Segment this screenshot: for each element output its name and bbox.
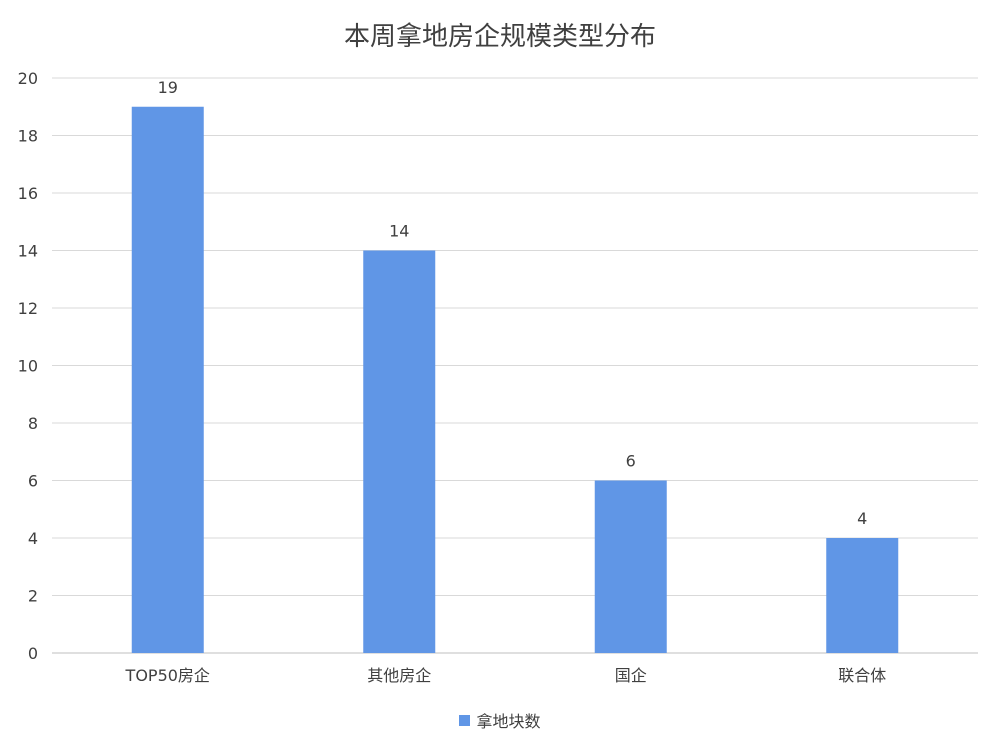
y-tick-label: 16 — [18, 184, 38, 203]
data-label: 4 — [857, 509, 867, 528]
bars — [131, 106, 899, 653]
y-tick-label: 4 — [28, 529, 38, 548]
category-label: TOP50房企 — [125, 666, 210, 685]
data-label: 14 — [389, 222, 409, 241]
y-tick-label: 12 — [18, 299, 38, 318]
category-label: 其他房企 — [367, 666, 431, 685]
data-label: 19 — [158, 78, 178, 97]
chart-title: 本周拿地房企规模类型分布 — [343, 22, 656, 52]
bar — [363, 250, 436, 653]
y-tick-label: 0 — [28, 644, 38, 663]
y-tick-label: 10 — [18, 357, 38, 376]
bar — [131, 106, 204, 653]
legend-label: 拿地块数 — [476, 712, 541, 731]
category-label: 联合体 — [838, 666, 886, 685]
y-tick-label: 18 — [18, 127, 38, 146]
bar — [594, 480, 667, 653]
y-tick-label: 14 — [18, 242, 38, 261]
bar — [826, 538, 899, 653]
y-tick-label: 6 — [28, 472, 38, 491]
y-axis-ticks: 0 2 4 6 8 10 12 14 16 18 20 — [18, 69, 38, 663]
y-tick-label: 2 — [28, 587, 38, 606]
legend: 拿地块数 — [0, 708, 1000, 732]
y-tick-label: 20 — [18, 69, 38, 88]
gridlines — [52, 77, 978, 654]
y-tick-label: 8 — [28, 414, 38, 433]
x-axis-categories: TOP50房企 其他房企 国企 联合体 — [125, 666, 887, 685]
category-label: 国企 — [615, 666, 647, 685]
legend-swatch — [459, 715, 471, 726]
data-label: 6 — [626, 452, 636, 471]
data-labels: 19 14 6 4 — [158, 78, 868, 528]
